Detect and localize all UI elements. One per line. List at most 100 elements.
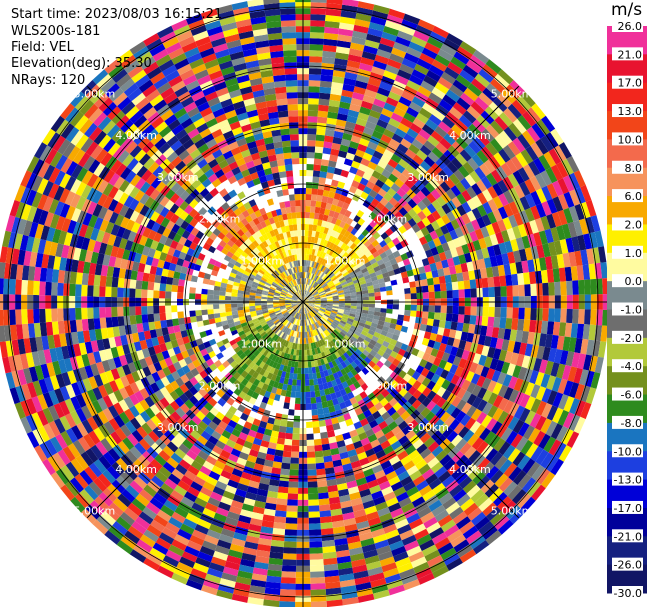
velocity-gate: [548, 148, 562, 165]
velocity-gate: [273, 307, 280, 311]
velocity-gate: [311, 348, 316, 356]
velocity-gate: [139, 489, 154, 502]
velocity-gate: [165, 284, 173, 292]
velocity-gate: [282, 553, 297, 560]
velocity-gate: [439, 137, 452, 150]
velocity-gate: [304, 284, 307, 291]
velocity-gate: [309, 529, 322, 536]
velocity-gate: [377, 349, 385, 357]
velocity-gate: [388, 8, 406, 20]
velocity-gate: [317, 414, 325, 421]
velocity-gate: [295, 391, 301, 398]
velocity-gate: [304, 290, 307, 297]
velocity-gate: [434, 125, 448, 138]
velocity-gate: [456, 204, 467, 217]
velocity-gate: [321, 401, 329, 409]
velocity-gate: [359, 177, 369, 186]
velocity-gate: [309, 38, 324, 45]
velocity-gate: [238, 330, 245, 337]
velocity-gate: [129, 288, 136, 298]
velocity-gate: [59, 400, 71, 416]
velocity-gate: [273, 319, 280, 324]
velocity-gate: [332, 224, 340, 232]
velocity-gate: [492, 395, 504, 408]
velocity-gate: [458, 235, 467, 246]
velocity-gate: [261, 292, 268, 296]
velocity-gate: [283, 320, 289, 326]
velocity-gate: [63, 232, 73, 246]
velocity-gate: [70, 496, 86, 513]
velocity-gate: [419, 160, 431, 172]
velocity-gate: [397, 314, 405, 321]
velocity-gate: [333, 532, 347, 540]
velocity-gate: [287, 499, 298, 506]
velocity-gate: [455, 153, 468, 166]
velocity-gate: [321, 316, 327, 322]
velocity-gate: [307, 312, 311, 319]
velocity-gate: [390, 440, 402, 451]
velocity-gate: [490, 451, 503, 466]
velocity-gate: [550, 128, 564, 146]
velocity-gate: [450, 346, 459, 357]
velocity-gate: [369, 258, 377, 265]
velocity-gate: [291, 298, 298, 301]
velocity-gate: [427, 555, 444, 568]
velocity-gate: [317, 486, 329, 494]
velocity-gate: [242, 325, 249, 331]
velocity-gate: [164, 383, 175, 394]
velocity-gate: [179, 523, 195, 535]
velocity-gate: [37, 350, 47, 365]
velocity-gate: [347, 54, 362, 63]
velocity-gate: [192, 359, 201, 368]
velocity-gate: [129, 480, 144, 494]
velocity-gate: [120, 424, 132, 438]
velocity-gate: [135, 213, 145, 225]
velocity-gate: [308, 304, 314, 308]
velocity-gate: [47, 334, 56, 349]
velocity-gate: [326, 303, 333, 306]
velocity-gate: [285, 302, 292, 305]
velocity-gate: [286, 384, 292, 392]
velocity-gate: [307, 285, 310, 291]
velocity-gate: [139, 410, 151, 423]
velocity-gate: [308, 312, 312, 319]
velocity-gate: [388, 397, 398, 407]
velocity-gate: [288, 323, 293, 330]
velocity-gate: [472, 353, 482, 365]
velocity-gate: [541, 185, 553, 201]
velocity-gate: [375, 449, 386, 459]
velocity-gate: [554, 308, 561, 323]
velocity-gate: [167, 348, 176, 358]
velocity-gate: [136, 426, 148, 439]
velocity-gate: [354, 394, 363, 403]
velocity-gate: [195, 364, 205, 374]
velocity-gate: [451, 196, 462, 208]
velocity-gate: [477, 387, 488, 400]
velocity-gate: [304, 319, 307, 326]
velocity-gate: [416, 374, 426, 384]
velocity-gate: [384, 20, 402, 31]
velocity-gate: [476, 399, 488, 412]
velocity-gate: [248, 480, 260, 489]
velocity-gate: [318, 420, 326, 427]
velocity-gate: [310, 311, 315, 317]
velocity-gate: [401, 168, 413, 179]
velocity-gate: [199, 465, 212, 476]
velocity-gate: [311, 194, 318, 201]
velocity-gate: [458, 289, 465, 298]
velocity-gate: [43, 423, 56, 440]
velocity-gate: [478, 258, 486, 270]
velocity-gate: [262, 356, 269, 364]
velocity-gate: [179, 393, 189, 404]
velocity-gate: [293, 337, 297, 344]
velocity-gate: [422, 285, 429, 293]
velocity-gate: [379, 344, 388, 353]
velocity-gate: [419, 432, 431, 444]
velocity-gate: [145, 501, 161, 515]
velocity-gate: [584, 216, 595, 234]
velocity-gate: [60, 465, 75, 481]
velocity-gate: [208, 279, 216, 286]
velocity-gate: [452, 79, 468, 93]
velocity-gate: [139, 254, 148, 265]
velocity-gate: [61, 345, 70, 360]
